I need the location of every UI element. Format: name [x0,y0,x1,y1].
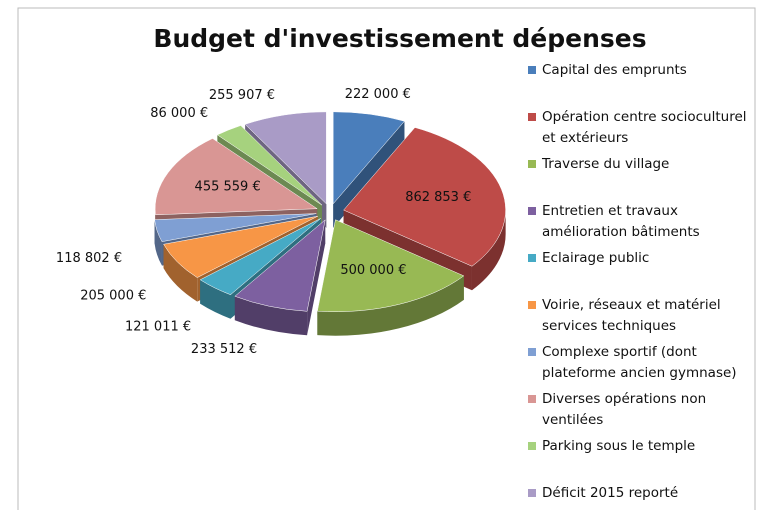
data-label: 500 000 € [340,263,406,278]
legend-item: Traverse du village [528,154,753,201]
data-label: 455 559 € [195,180,261,195]
slice [154,213,317,242]
data-label: 233 512 € [191,342,257,357]
legend-item: Opération centre socioculturel et extéri… [528,107,753,154]
legend-label: Complexe sportif (dont plateforme ancien… [542,344,737,381]
data-label: 222 000 € [345,87,411,102]
chart-title: Budget d'investissement dépenses [153,24,646,53]
legend-swatch [528,348,536,356]
legend-swatch [528,395,536,403]
legend-swatch [528,113,536,121]
data-label: 862 853 € [405,190,471,205]
slice [317,219,465,312]
data-label: 121 011 € [125,320,191,335]
slice [234,219,326,312]
slice-wall [333,121,405,228]
legend-label: Voirie, réseaux et matériel services tec… [542,297,721,334]
legend-label: Opération centre socioculturel et extéri… [542,109,747,146]
slice [154,138,318,216]
legend-item: Capital des emprunts [528,60,753,107]
frame [17,7,756,510]
slice-side [154,219,162,266]
legend-item: Eclairage public [528,248,753,295]
legend-label: Capital des emprunts [542,62,687,78]
slice-wall [307,219,326,336]
slice-side [471,210,506,291]
legend: Capital des emprunts Opération centre soc… [528,60,753,510]
legend-label: Entretien et travaux amélioration bâtime… [542,203,700,240]
legend-item: Parking sous le temple [528,436,753,483]
legend-swatch [528,160,536,168]
legend-swatch [528,254,536,262]
pie-tops [154,111,506,312]
legend-swatch [528,301,536,309]
slice-side [234,296,308,336]
legend-label: Traverse du village [542,156,670,172]
slice-side [317,275,464,336]
legend-item: Déficit 2015 reporté [528,483,753,510]
slice [199,218,321,296]
legend-label: Eclairage public [542,250,650,266]
slice [244,111,327,205]
legend-item: Voirie, réseaux et matériel services tec… [528,295,753,342]
data-label: 118 802 € [56,251,122,266]
slice [216,125,323,206]
legend-swatch [528,66,536,74]
slice [163,215,318,278]
legend-swatch [528,489,536,497]
legend-swatch [528,442,536,450]
slice-side [200,279,231,319]
legend-item: Complexe sportif (dont plateforme ancien… [528,342,753,389]
data-label: 205 000 € [80,289,146,304]
legend-item: Diverses opérations non ventilées [528,389,753,436]
slice [343,127,506,267]
data-label: 255 907 € [209,88,275,103]
data-label: 86 000 € [150,106,208,121]
legend-label: Diverses opérations non ventilées [542,391,707,428]
legend-swatch [528,207,536,215]
slice [332,111,405,205]
slice-side [163,244,198,302]
legend-item: Entretien et travaux amélioration bâtime… [528,201,753,248]
legend-label: Parking sous le temple [542,438,696,454]
legend-label: Déficit 2015 reporté [542,485,679,501]
